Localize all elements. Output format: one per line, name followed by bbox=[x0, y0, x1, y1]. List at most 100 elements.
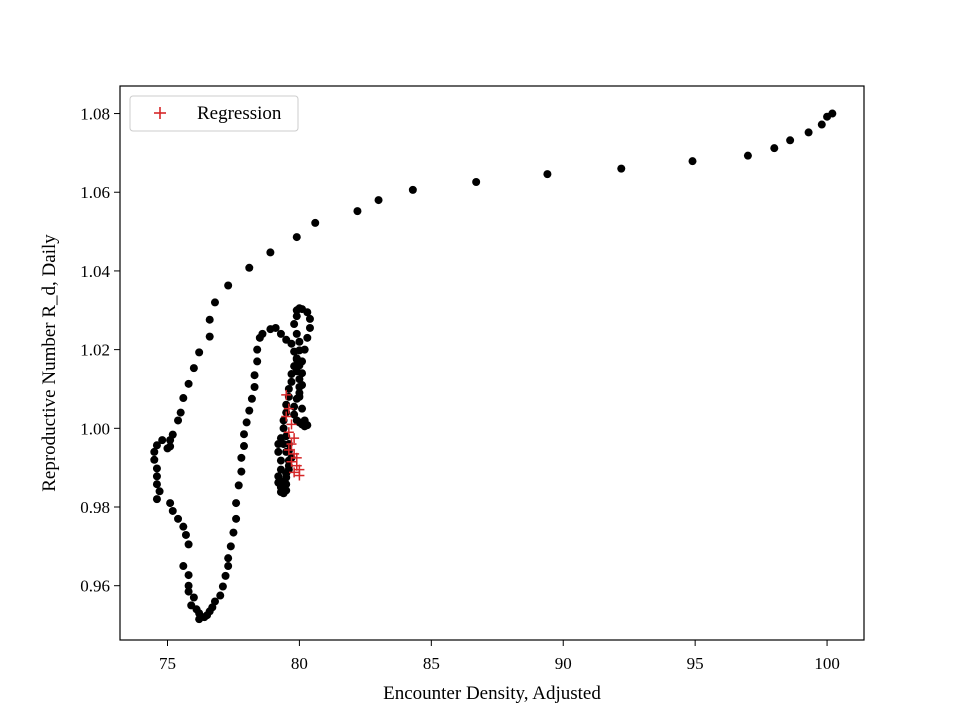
x-axis-label: Encounter Density, Adjusted bbox=[383, 683, 601, 704]
data-point bbox=[617, 164, 626, 173]
data-point bbox=[189, 364, 198, 373]
data-point bbox=[232, 514, 241, 523]
data-point bbox=[189, 593, 198, 602]
regression-point bbox=[281, 389, 292, 400]
data-point bbox=[245, 406, 254, 415]
data-point bbox=[408, 185, 417, 194]
x-tick-label: 85 bbox=[423, 654, 440, 673]
regression-point bbox=[283, 427, 294, 438]
regression-point bbox=[286, 419, 297, 430]
data-point bbox=[250, 383, 259, 392]
data-point bbox=[290, 402, 299, 411]
data-point bbox=[253, 357, 262, 366]
data-point bbox=[224, 281, 233, 290]
data-point bbox=[232, 499, 241, 508]
data-point bbox=[155, 487, 164, 496]
data-point bbox=[311, 218, 320, 227]
data-point bbox=[804, 128, 813, 137]
data-point bbox=[245, 263, 254, 272]
data-point bbox=[166, 436, 175, 445]
data-point bbox=[786, 136, 795, 145]
data-point bbox=[770, 144, 779, 153]
regression-point bbox=[281, 411, 292, 422]
data-point bbox=[240, 442, 248, 451]
data-point bbox=[226, 542, 235, 551]
data-point bbox=[688, 157, 697, 166]
y-tick-label: 0.98 bbox=[80, 498, 110, 517]
regression-point bbox=[289, 433, 300, 444]
data-point bbox=[205, 332, 214, 341]
legend-label-regression: Regression bbox=[197, 103, 282, 124]
data-point bbox=[279, 424, 288, 433]
data-point bbox=[303, 333, 312, 342]
legend-box bbox=[129, 95, 299, 132]
data-point bbox=[305, 323, 314, 332]
data-point bbox=[287, 377, 296, 386]
data-point bbox=[292, 329, 301, 338]
data-point bbox=[287, 339, 296, 348]
y-tick-label: 1.02 bbox=[80, 341, 110, 360]
regression-point bbox=[286, 439, 297, 450]
data-point bbox=[290, 320, 299, 329]
data-point bbox=[276, 456, 285, 465]
data-point bbox=[374, 196, 383, 205]
data-point bbox=[472, 178, 481, 187]
data-point bbox=[237, 453, 246, 462]
regression-point bbox=[283, 403, 294, 414]
data-point bbox=[543, 170, 552, 179]
legend: Regression bbox=[129, 95, 299, 132]
regression-point bbox=[283, 444, 294, 455]
data-point bbox=[168, 506, 177, 515]
data-point bbox=[184, 571, 193, 580]
data-point bbox=[817, 120, 826, 129]
y-tick-label: 1.00 bbox=[80, 419, 110, 438]
data-point bbox=[274, 440, 283, 449]
data-point bbox=[295, 337, 304, 346]
x-tick-label: 100 bbox=[814, 654, 840, 673]
data-point bbox=[216, 591, 225, 600]
legend-marker-regression bbox=[154, 107, 166, 119]
data-point bbox=[229, 528, 238, 537]
data-point bbox=[247, 394, 256, 403]
data-point bbox=[224, 562, 233, 571]
y-tick-label: 0.96 bbox=[80, 577, 110, 596]
data-points-layer bbox=[150, 109, 837, 624]
data-point bbox=[295, 346, 304, 355]
data-point bbox=[152, 480, 161, 489]
data-point bbox=[179, 562, 188, 571]
data-point bbox=[166, 499, 175, 508]
data-point bbox=[284, 465, 293, 474]
data-point bbox=[152, 495, 161, 504]
data-point bbox=[150, 447, 159, 456]
data-point bbox=[205, 315, 214, 324]
data-point bbox=[242, 418, 251, 427]
data-point bbox=[266, 248, 275, 257]
data-point bbox=[152, 441, 161, 450]
x-tick-label: 90 bbox=[555, 654, 572, 673]
data-point bbox=[184, 540, 193, 549]
data-point bbox=[276, 482, 285, 491]
data-point bbox=[224, 554, 233, 563]
data-point bbox=[184, 587, 193, 596]
data-point bbox=[282, 473, 291, 482]
x-tick-label: 95 bbox=[687, 654, 704, 673]
regression-point bbox=[289, 467, 300, 478]
data-point bbox=[276, 465, 285, 474]
data-point bbox=[174, 416, 183, 425]
data-point bbox=[353, 207, 362, 216]
data-point bbox=[287, 370, 296, 379]
data-point bbox=[237, 467, 246, 476]
y-axis-label: Reproductive Number R_d, Daily bbox=[39, 234, 60, 492]
data-point bbox=[195, 348, 204, 357]
x-tick-label: 80 bbox=[291, 654, 308, 673]
data-point bbox=[258, 329, 267, 338]
data-point bbox=[292, 312, 301, 321]
data-point bbox=[274, 447, 283, 456]
y-tick-label: 1.08 bbox=[80, 105, 110, 124]
data-point bbox=[292, 354, 301, 363]
data-point bbox=[298, 369, 307, 378]
data-point bbox=[292, 233, 301, 242]
data-point bbox=[250, 371, 259, 380]
data-point bbox=[179, 394, 188, 403]
data-point bbox=[234, 481, 243, 490]
